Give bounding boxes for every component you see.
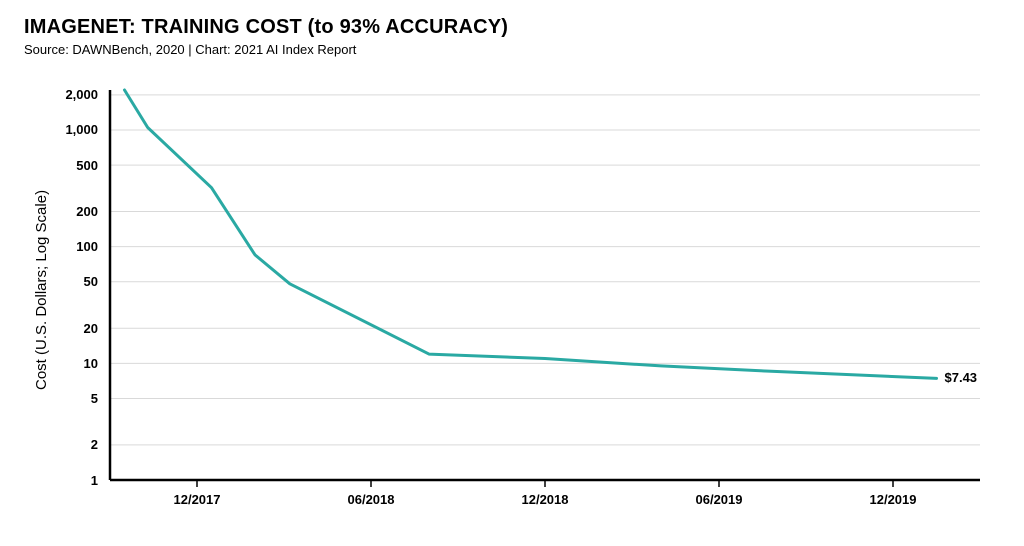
chart-svg: [0, 0, 1024, 546]
y-tick-label: 2: [0, 437, 98, 452]
y-tick-label: 10: [0, 356, 98, 371]
x-tick-label: 12/2018: [495, 492, 595, 507]
x-tick-label: 12/2017: [147, 492, 247, 507]
series-end-label: $7.43: [945, 370, 978, 385]
y-tick-label: 5: [0, 391, 98, 406]
y-tick-label: 1: [0, 473, 98, 488]
y-tick-label: 20: [0, 321, 98, 336]
y-tick-label: 50: [0, 274, 98, 289]
y-tick-label: 200: [0, 204, 98, 219]
y-tick-label: 500: [0, 158, 98, 173]
y-tick-label: 2,000: [0, 87, 98, 102]
y-tick-label: 100: [0, 239, 98, 254]
y-tick-label: 1,000: [0, 122, 98, 137]
x-tick-label: 12/2019: [843, 492, 943, 507]
x-tick-label: 06/2019: [669, 492, 769, 507]
chart-container: IMAGENET: TRAINING COST (to 93% ACCURACY…: [0, 0, 1024, 546]
x-tick-label: 06/2018: [321, 492, 421, 507]
